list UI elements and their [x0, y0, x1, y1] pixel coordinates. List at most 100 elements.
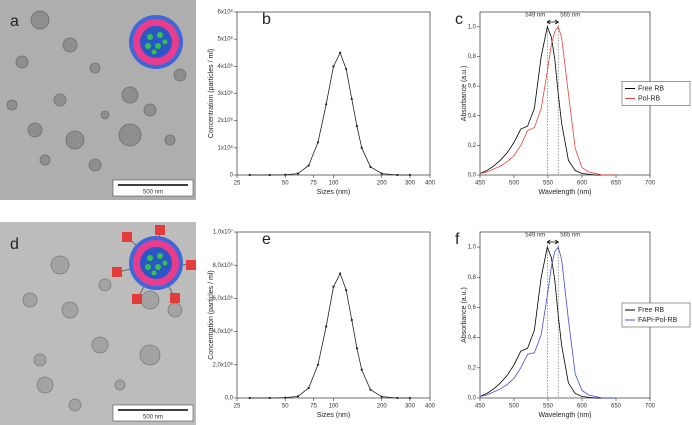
y-tick-label: 2,0x10⁶	[213, 361, 234, 368]
y-tick-label: 0,4	[468, 113, 477, 119]
x-tick-label: 300	[405, 181, 416, 187]
data-point	[332, 65, 335, 68]
annotation-label: 549 nm	[525, 13, 545, 19]
tem-image	[0, 0, 196, 200]
tem-image	[0, 222, 196, 425]
data-point	[325, 325, 328, 328]
plot-frame	[236, 11, 431, 176]
panel-label: a	[10, 13, 19, 30]
y-tick-label: 0,0	[225, 396, 234, 402]
panel-label: e	[262, 231, 271, 248]
y-tick-label: 1x10⁶	[218, 144, 234, 151]
data-line	[249, 51, 410, 176]
data-point	[307, 386, 310, 390]
data-point	[396, 173, 399, 177]
x-tick-label: 500	[509, 181, 520, 187]
y-tick-label: 3x10⁶	[218, 90, 234, 97]
x-axis-title: Sizes (nm)	[317, 189, 350, 196]
panel-label: c	[455, 11, 463, 28]
panel-label: b	[262, 11, 271, 28]
data-point	[369, 165, 372, 168]
x-tick-label: 700	[645, 404, 656, 410]
x-tick-label: 25	[234, 181, 241, 187]
annotation-arrow	[546, 19, 559, 25]
data-point	[316, 363, 320, 366]
data-point	[296, 395, 300, 398]
x-tick-label: 550	[543, 181, 554, 187]
x-tick-label: 700	[645, 181, 656, 187]
panel-label: d	[10, 236, 19, 253]
y-tick-label: 8,0x10⁶	[213, 262, 234, 269]
y-axis-title: Absorbance (a.u.)	[461, 66, 468, 122]
data-point	[268, 173, 271, 177]
y-tick-label: 0,8	[468, 54, 477, 60]
x-tick-label: 200	[377, 181, 388, 187]
x-tick-label: 550	[543, 404, 554, 410]
data-point	[396, 396, 399, 400]
data-point	[307, 164, 310, 167]
x-tick-label: 50	[282, 404, 289, 410]
data-point	[339, 272, 342, 275]
x-tick-label: 300	[405, 404, 416, 410]
x-axis-title: Sizes (nm)	[317, 412, 350, 419]
y-tick-label: 5x10⁶	[218, 36, 234, 43]
data-point	[355, 125, 359, 128]
data-point	[408, 396, 412, 400]
data-point	[248, 173, 251, 177]
y-tick-label: 0,0	[468, 173, 477, 179]
data-point	[268, 396, 271, 400]
data-point	[284, 396, 287, 399]
y-axis-title: Concentration (particles / ml)	[208, 270, 215, 359]
legend-label: FAPi-Pol-RB	[638, 317, 678, 324]
x-tick-label: 650	[611, 404, 622, 410]
y-tick-label: 4,0x10⁶	[213, 328, 234, 335]
y-tick-label: 6,0x10⁶	[213, 295, 234, 302]
data-line	[479, 25, 616, 176]
x-tick-label: 50	[282, 181, 289, 187]
data-line	[479, 246, 616, 399]
x-tick-label: 650	[611, 181, 622, 187]
data-point	[332, 285, 335, 288]
scale-bar-label: 500 nm	[143, 190, 163, 196]
legend-label: Pol-RB	[638, 95, 661, 102]
y-tick-label: 1,0	[468, 245, 477, 251]
x-tick-label: 450	[475, 181, 486, 187]
data-point	[369, 388, 372, 391]
y-tick-label: 0,2	[468, 365, 477, 371]
x-tick-label: 25	[234, 404, 241, 410]
x-tick-label: 600	[577, 404, 588, 410]
plot-frame	[236, 231, 431, 399]
y-tick-label: 6x10⁶	[218, 9, 234, 16]
data-line	[479, 245, 616, 399]
y-tick-label: 0,6	[468, 84, 477, 90]
x-tick-label: 450	[475, 404, 486, 410]
data-point	[296, 172, 300, 175]
x-axis-title: Wavelength (nm)	[538, 412, 591, 419]
y-tick-label: 1,0	[468, 24, 477, 30]
data-point	[248, 396, 251, 400]
y-tick-label: 0,4	[468, 335, 477, 341]
annotation-label: 565 nm	[560, 233, 580, 239]
legend-box	[621, 81, 691, 106]
data-point	[408, 173, 412, 177]
data-point	[380, 395, 383, 398]
legend-label: Free RB	[638, 307, 664, 314]
x-tick-label: 75	[310, 181, 317, 187]
data-point	[350, 97, 353, 101]
x-tick-label: 500	[509, 404, 520, 410]
data-line	[249, 272, 410, 399]
data-point	[360, 146, 363, 149]
y-tick-label: 4x10⁶	[218, 63, 234, 70]
annotation-label: 549 nm	[525, 233, 545, 239]
x-axis-title: Wavelength (nm)	[538, 189, 591, 196]
y-tick-label: 0,6	[468, 305, 477, 311]
data-point	[345, 289, 348, 292]
data-point	[360, 368, 363, 371]
x-tick-label: 75	[310, 404, 317, 410]
y-tick-label: 1,0x10⁷	[213, 229, 233, 236]
x-tick-label: 100	[328, 404, 339, 410]
y-axis-title: Concentration (particles / ml)	[208, 49, 215, 138]
annotation-label: 565 nm	[560, 13, 580, 19]
data-line	[479, 25, 616, 176]
y-tick-label: 0,8	[468, 275, 477, 281]
